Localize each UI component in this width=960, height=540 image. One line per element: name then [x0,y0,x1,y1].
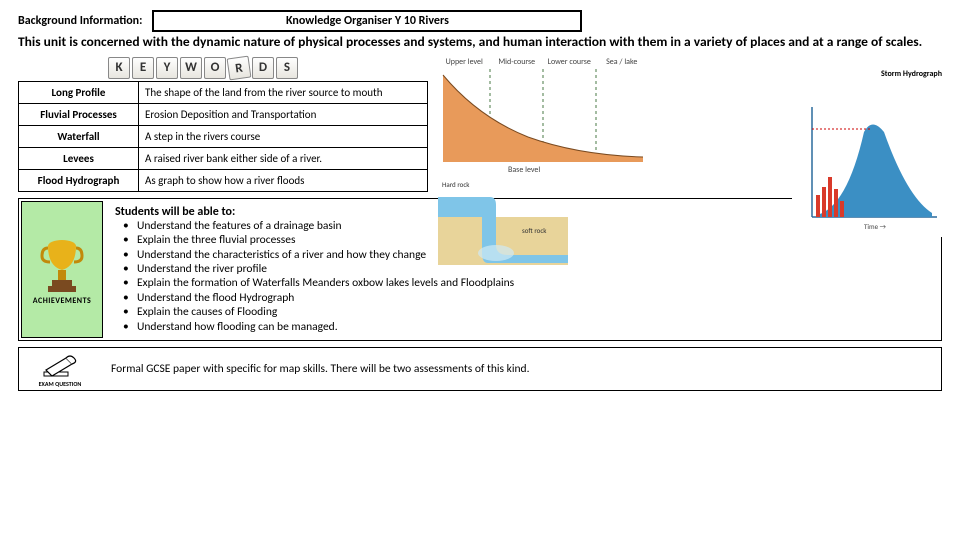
keyword-tile: O [204,57,226,79]
svg-text:Base level: Base level [508,165,540,175]
keyword-tile: Y [156,57,178,79]
exam-text: Formal GCSE paper with specific for map … [101,358,540,380]
background-label: Background Information: [18,14,142,28]
table-row: Fluvial ProcessesErosion Deposition and … [19,103,428,125]
keyword-tile: K [108,57,130,79]
page-title: Knowledge Organiser Y 10 Rivers [152,10,582,32]
achievements-list: Understand the features of a drainage ba… [123,219,931,334]
list-item: Understand the river profile [123,262,931,276]
table-row: WaterfallA step in the rivers course [19,125,428,147]
achievements-heading: Students will be able to: [115,205,235,219]
table-row: Flood HydrographAs graph to show how a r… [19,169,428,191]
list-item: Explain the formation of Waterfalls Mean… [123,276,931,290]
keyword-tile: R [227,55,252,80]
list-item: Understand the features of a drainage ba… [123,219,931,233]
exam-icon: EXAM QUESTION [19,350,101,388]
keywords-tiles: KEYWORDS [108,57,428,79]
keyword-tile: W [180,57,202,79]
table-row: Long ProfileThe shape of the land from t… [19,81,428,103]
keyword-tile: S [276,57,298,79]
intro-text: This unit is concerned with the dynamic … [18,34,942,51]
keywords-table: Long ProfileThe shape of the land from t… [18,81,428,192]
list-item: Understand the flood Hydrograph [123,291,931,305]
list-item: Explain the causes of Flooding [123,305,931,319]
keyword-tile: D [252,57,274,79]
list-item: Understand how flooding can be managed. [123,320,931,334]
achievements-box: ACHIEVEMENTS Students will be able to: U… [18,198,942,341]
table-row: LeveesA raised river bank either side of… [19,147,428,169]
long-profile-diagram: Upper levelMid-courseLower courseSea / l… [438,57,648,177]
achievements-label: ACHIEVEMENTS [33,296,92,306]
list-item: Understand the characteristics of a rive… [123,248,931,262]
exam-box: EXAM QUESTION Formal GCSE paper with spe… [18,347,942,391]
svg-text:Hard rock: Hard rock [442,180,470,189]
list-item: Explain the three fluvial processes [123,233,931,247]
hydrograph-title: Storm Hydrograph [881,69,942,79]
achievements-icon: ACHIEVEMENTS [21,201,103,338]
hydrograph-diagram: Time → [792,97,942,237]
keyword-tile: E [132,57,154,79]
